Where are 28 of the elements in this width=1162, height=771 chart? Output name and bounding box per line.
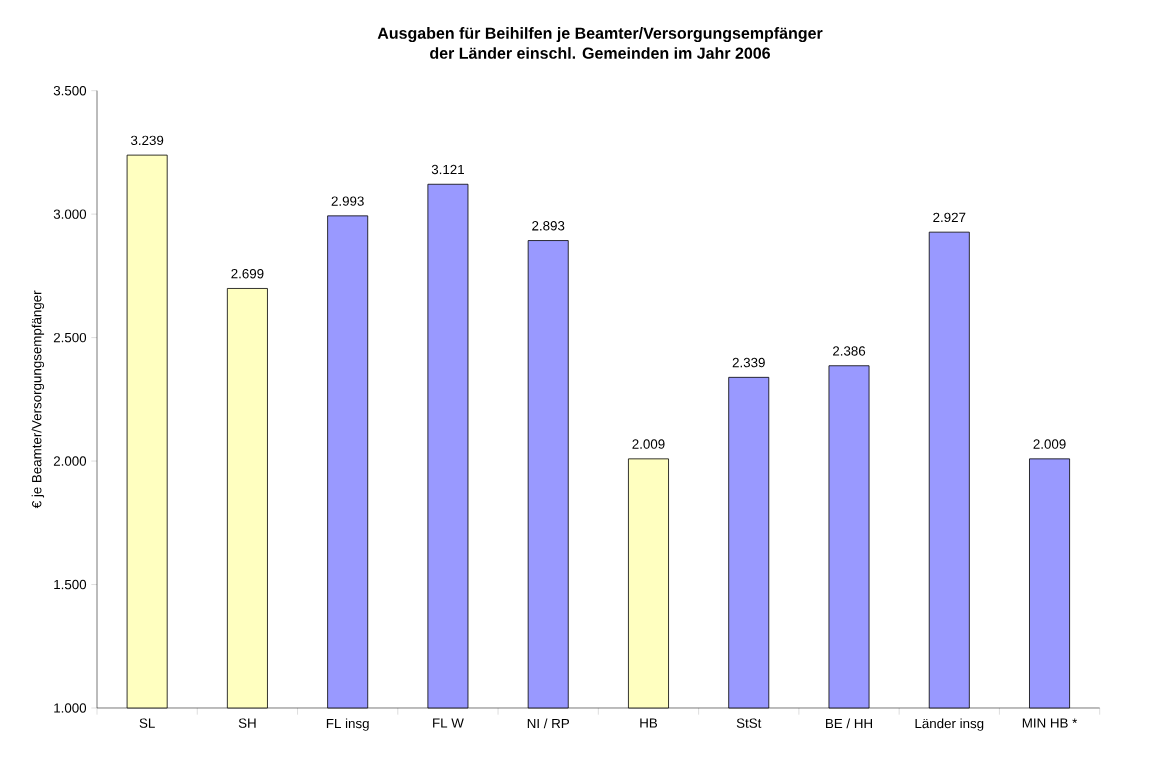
x-tick-label: SH (238, 718, 256, 728)
y-tick-label: 3.500 (53, 85, 87, 96)
data-label: 2.339 (732, 357, 765, 368)
y-tick-label: 1.500 (54, 579, 87, 590)
x-tick-label: MIN HB * (1022, 718, 1078, 728)
data-label: 3.121 (431, 164, 464, 175)
y-tick-label: 1.000 (54, 703, 87, 713)
x-tick-label: HB (640, 718, 658, 728)
x-tick-label: SL (139, 718, 155, 728)
data-label: 2.893 (532, 221, 565, 231)
chart-title: Ausgaben für Beihilfen je Beamter/Versorgungsempfänger der Länder einschl. Gemeinden im Jahr 2006 (377, 27, 823, 59)
y-tick-label: 2.000 (53, 456, 87, 466)
data-label: 2.009 (1033, 439, 1066, 449)
data-label: 3.239 (130, 135, 164, 146)
x-tick-label: StSt (736, 718, 762, 728)
x-tick-label: NI / RP (527, 718, 569, 729)
y-axis-title: € je Beamter/Versorgungsempfänger (31, 290, 45, 509)
x-tick-label: FL insg (326, 718, 369, 731)
data-label: 2.699 (231, 268, 264, 279)
data-label: 2.009 (632, 439, 665, 449)
data-label: 2.927 (933, 212, 966, 223)
y-tick-label: 3.000 (53, 209, 87, 219)
x-tick-label: Länder insg (915, 718, 984, 731)
y-tick-label: 2.500 (53, 332, 87, 343)
x-tick-label: FL W (433, 718, 464, 728)
data-label: 2.993 (331, 196, 364, 206)
data-label: 2.386 (833, 346, 866, 356)
x-tick-label: BE / HH (826, 718, 873, 729)
